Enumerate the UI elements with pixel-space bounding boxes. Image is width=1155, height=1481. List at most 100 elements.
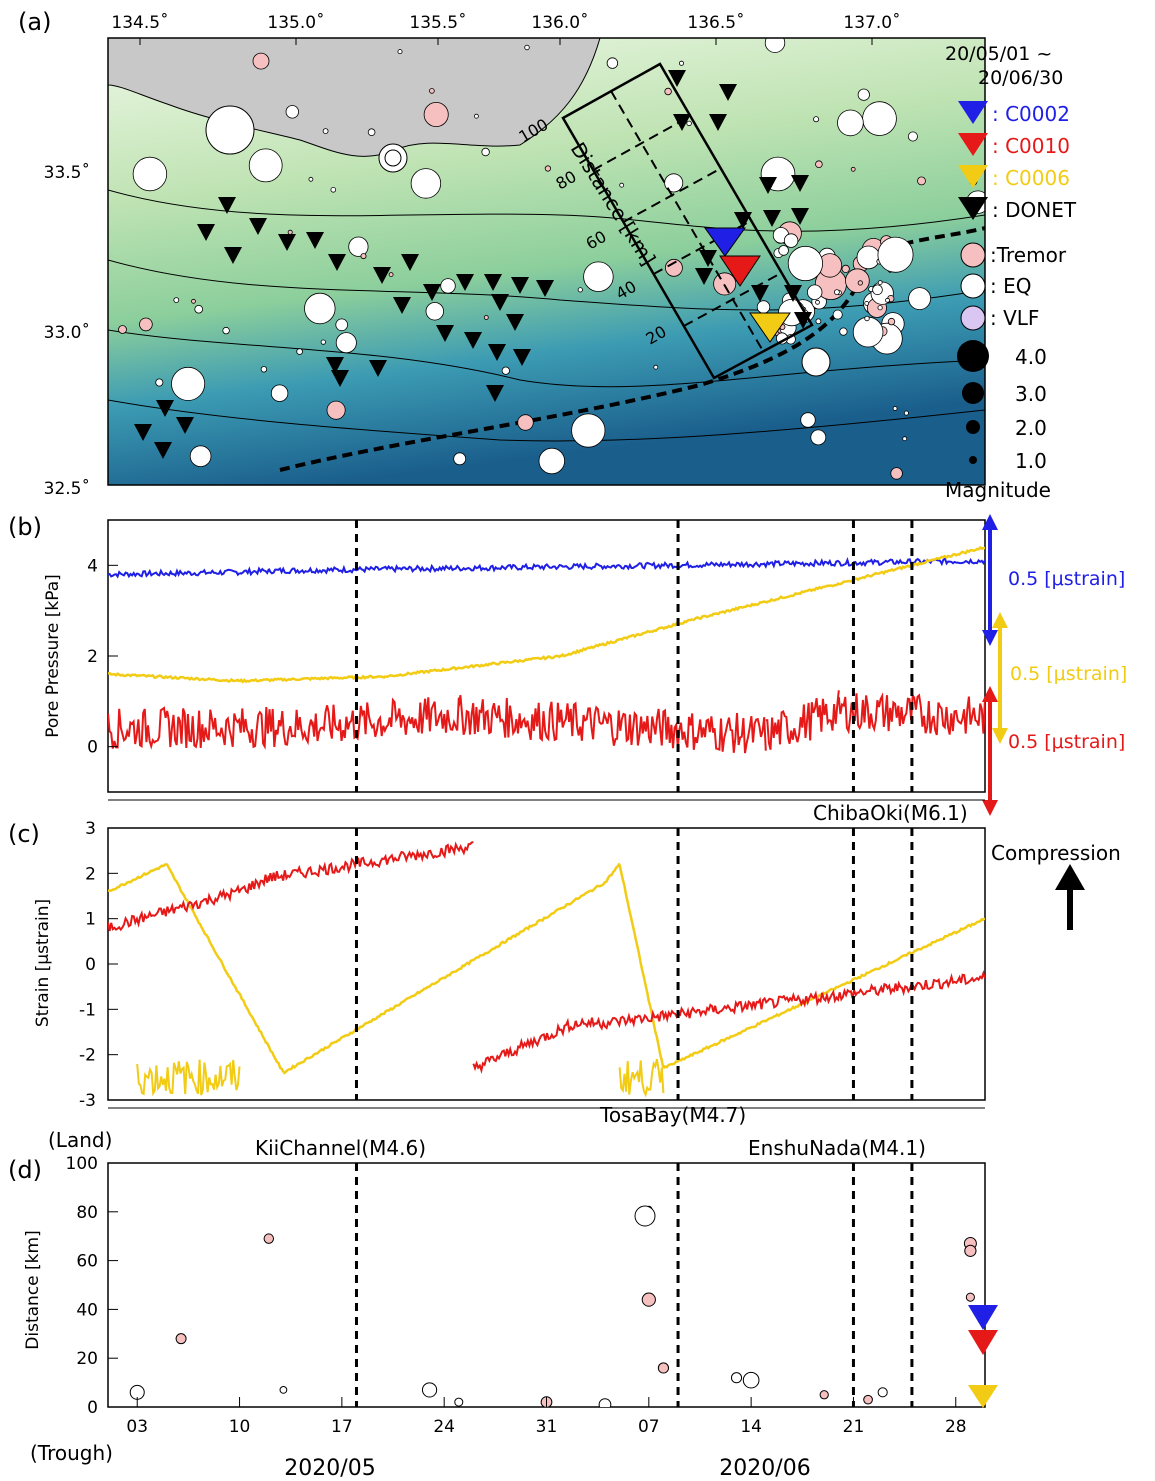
map-event — [429, 88, 435, 94]
scale-label-yellow: 0.5 [μstrain] — [1010, 663, 1127, 685]
map-event — [173, 297, 180, 304]
map-event — [756, 300, 771, 314]
ytick-label: 60 — [76, 1252, 98, 1272]
series-line — [108, 841, 985, 1074]
xtick-label: 07 — [638, 1417, 660, 1437]
legend-vlf-icon — [960, 305, 986, 331]
donet-station — [695, 268, 713, 285]
map-event — [571, 413, 606, 448]
legend-mag-4: 4.0 — [1015, 345, 1047, 369]
map-event — [205, 105, 255, 155]
lon-tick-label: 137.0˚ — [843, 12, 900, 33]
distance-box-line — [592, 115, 691, 171]
map-event — [155, 378, 164, 387]
donet-station — [401, 254, 419, 271]
xtick-label: 21 — [843, 1417, 865, 1437]
donet-station — [709, 114, 727, 131]
map-event — [887, 317, 896, 326]
map-event — [118, 325, 127, 334]
legend-eq-icon — [960, 273, 986, 299]
donet-station — [536, 280, 554, 297]
xtick-label: 10 — [229, 1417, 251, 1437]
donet-station — [719, 84, 737, 101]
map-event — [877, 280, 883, 286]
scale-arrow-red-down — [982, 800, 998, 816]
map-event — [304, 292, 336, 325]
map-event — [653, 364, 659, 370]
map-event — [322, 128, 329, 135]
station-c0002-distance — [968, 1305, 998, 1330]
map-event — [483, 315, 489, 320]
legend-c0006-icon — [958, 165, 988, 188]
panel-c-label: (c) — [8, 820, 40, 848]
map-event — [348, 236, 369, 257]
series-line — [108, 690, 985, 754]
legend-tremor: :Tremor — [990, 243, 1067, 267]
map-event — [857, 88, 870, 101]
map-event — [664, 173, 684, 193]
map-event — [713, 272, 737, 296]
map-event — [800, 412, 816, 428]
donet-station — [486, 385, 504, 402]
period-line-2: 20/06/30 — [978, 67, 1063, 89]
map-event — [856, 245, 881, 270]
lon-tick-label: 135.5˚ — [409, 12, 466, 33]
donet-station — [423, 284, 441, 301]
map-event — [885, 297, 890, 303]
panel-d-label: (d) — [8, 1156, 42, 1184]
map-event — [335, 332, 357, 354]
map-event — [807, 284, 823, 300]
legend-mag-2-icon — [966, 420, 980, 434]
distance-box-centerline — [610, 90, 764, 352]
tremor-event — [819, 1390, 829, 1400]
map-event — [320, 339, 326, 345]
station-c0010 — [719, 255, 761, 287]
ytick-label: 100 — [66, 1154, 98, 1174]
donet-station — [373, 267, 391, 284]
map-event — [778, 245, 789, 256]
eq-event — [742, 1371, 760, 1389]
xtick-label: 24 — [433, 1417, 455, 1437]
donet-station — [197, 224, 215, 241]
map-event — [577, 287, 583, 293]
distance-panel: (Land) KiiChannel(M4.6) EnshuNada(M4.1) … — [8, 1128, 998, 1481]
date-ticks: 03 10 17 24 31 07 14 21 28 — [126, 1397, 967, 1437]
eq-event — [598, 1398, 612, 1407]
eq-event — [877, 1387, 888, 1398]
map-events — [118, 38, 985, 480]
panel-d-yticks: 100 80 60 40 20 0 — [66, 1154, 118, 1418]
map-event — [425, 302, 445, 321]
map-event — [841, 264, 850, 273]
ytick-label: 2 — [85, 864, 96, 884]
panel-a-label: (a) — [18, 8, 51, 36]
depth-contour — [108, 189, 985, 232]
panel-b-label: (b) — [8, 513, 42, 541]
map-event — [285, 105, 300, 119]
donet-station — [784, 285, 802, 302]
land-area — [108, 38, 601, 157]
tremor-event — [965, 1292, 975, 1302]
eq-event — [730, 1372, 743, 1384]
station-c0006-distance — [968, 1385, 998, 1408]
month-june: 2020/06 — [719, 1456, 810, 1481]
lat-tick-32-5: 32.5˚ — [44, 478, 90, 499]
map-event — [686, 120, 692, 127]
donet-station — [218, 197, 236, 214]
map-event — [801, 347, 831, 377]
legend-mag-1: 1.0 — [1015, 449, 1047, 473]
compression-arrow-icon — [1055, 864, 1085, 890]
donet-station — [326, 357, 344, 374]
donet-station — [456, 274, 474, 291]
donet-station — [763, 210, 781, 227]
map-event — [397, 49, 403, 55]
event-label-enshunada: EnshuNada(M4.1) — [748, 1136, 926, 1160]
map-event — [440, 278, 456, 294]
donet-station — [331, 370, 349, 387]
xtick-label: 31 — [536, 1417, 558, 1437]
scale-label-blue: 0.5 [μstrain] — [1008, 568, 1125, 590]
eq-event — [279, 1386, 288, 1394]
ytick-label: 3 — [85, 819, 96, 839]
map-event — [815, 160, 823, 169]
series-line — [618, 1058, 665, 1098]
